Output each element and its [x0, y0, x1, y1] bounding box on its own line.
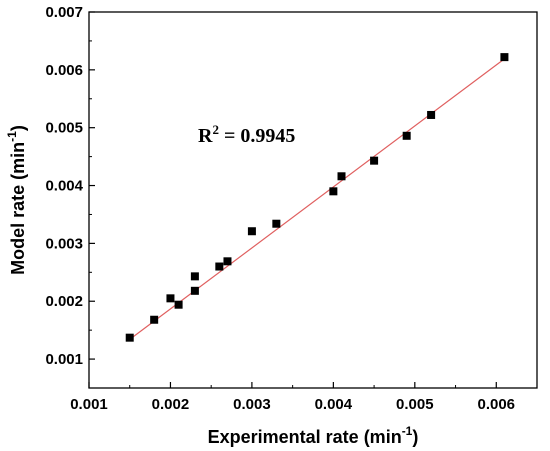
- data-point: [190, 286, 199, 295]
- y-tick-label: 0.002: [45, 293, 83, 310]
- x-axis-title: Experimental rate (min-1): [208, 424, 419, 447]
- plot-frame: [88, 11, 538, 389]
- y-tick-label: 0.005: [45, 120, 83, 137]
- x-axis-title-main: Experimental rate (min: [208, 427, 402, 447]
- data-point: [402, 131, 411, 140]
- x-tick-label: 0.002: [152, 396, 190, 413]
- x-tick-label: 0.006: [477, 396, 515, 413]
- y-tick-label: 0.003: [45, 235, 83, 252]
- y-tick-label: 0.006: [45, 62, 83, 79]
- x-tick-label: 0.005: [396, 396, 434, 413]
- y-tick-label: 0.004: [45, 178, 83, 195]
- r-squared-value: = 0.9945: [219, 125, 295, 147]
- r-squared-annotation: R2 = 0.9945: [198, 122, 295, 147]
- y-tick-label: 0.007: [45, 4, 83, 21]
- data-point: [174, 300, 183, 309]
- y-axis-ticks: 0.001 0.002 0.003 0.004 0.005 0.006 0.007: [45, 4, 95, 368]
- data-point: [329, 187, 338, 196]
- x-axis-title-exponent: -1: [402, 424, 413, 438]
- fit-line: [129, 58, 505, 340]
- data-point: [125, 333, 134, 342]
- y-axis-title-exponent: -1: [5, 131, 19, 142]
- data-point: [272, 219, 281, 228]
- x-axis-title-close: ): [412, 427, 418, 447]
- x-axis-ticks: 0.001 0.002 0.003 0.004 0.005 0.006: [70, 382, 515, 413]
- x-tick-label: 0.003: [233, 396, 271, 413]
- y-tick-label: 0.001: [45, 351, 83, 368]
- r-squared-base: R: [198, 125, 213, 147]
- y-axis-title: Model rate (min-1): [5, 125, 28, 275]
- data-point: [337, 172, 346, 181]
- data-point: [370, 156, 379, 165]
- data-point: [190, 272, 199, 281]
- data-point: [223, 257, 232, 266]
- r-squared-exponent: 2: [212, 122, 219, 137]
- data-point: [500, 53, 509, 62]
- data-point: [150, 315, 159, 324]
- y-axis-title-main: Model rate (min: [8, 142, 28, 275]
- y-axis-title-close: ): [8, 125, 28, 131]
- x-tick-label: 0.001: [70, 396, 108, 413]
- data-point: [427, 110, 436, 119]
- data-point: [215, 262, 224, 271]
- data-points: [125, 53, 509, 342]
- x-tick-label: 0.004: [315, 396, 353, 413]
- data-point: [166, 294, 175, 303]
- fit-line-layer: [129, 58, 505, 340]
- data-point: [247, 227, 256, 236]
